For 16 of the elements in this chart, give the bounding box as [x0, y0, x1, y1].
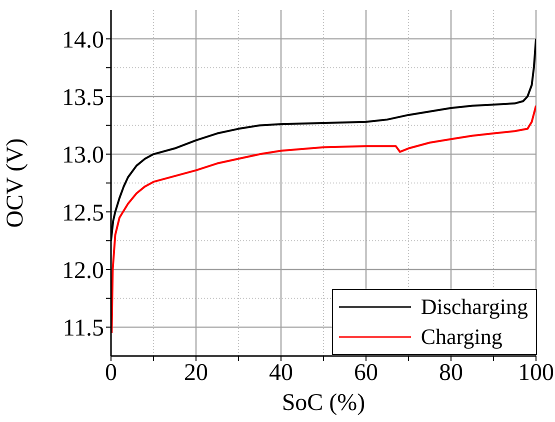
y-tick-label: 13.0 [62, 142, 104, 169]
x-tick-label: 40 [269, 360, 293, 386]
y-tick-label: 13.5 [62, 85, 104, 112]
y-tick-label: 14.0 [62, 27, 104, 54]
legend-label: Charging [420, 323, 502, 351]
x-tick-label: 0 [105, 360, 117, 386]
x-tick-label: 100 [518, 360, 554, 386]
x-tick-label: 80 [439, 360, 463, 386]
y-axis-title: OCV (V) [2, 138, 29, 228]
x-tick-label: 60 [354, 360, 378, 386]
legend-label: Discharging [420, 293, 528, 321]
x-axis-title: SoC (%) [282, 390, 366, 416]
y-tick-label: 12.5 [62, 200, 104, 226]
y-tick-label: 11.5 [62, 316, 104, 342]
y-tick-label: 12.0 [62, 258, 104, 284]
x-tick-label: 20 [184, 360, 208, 386]
